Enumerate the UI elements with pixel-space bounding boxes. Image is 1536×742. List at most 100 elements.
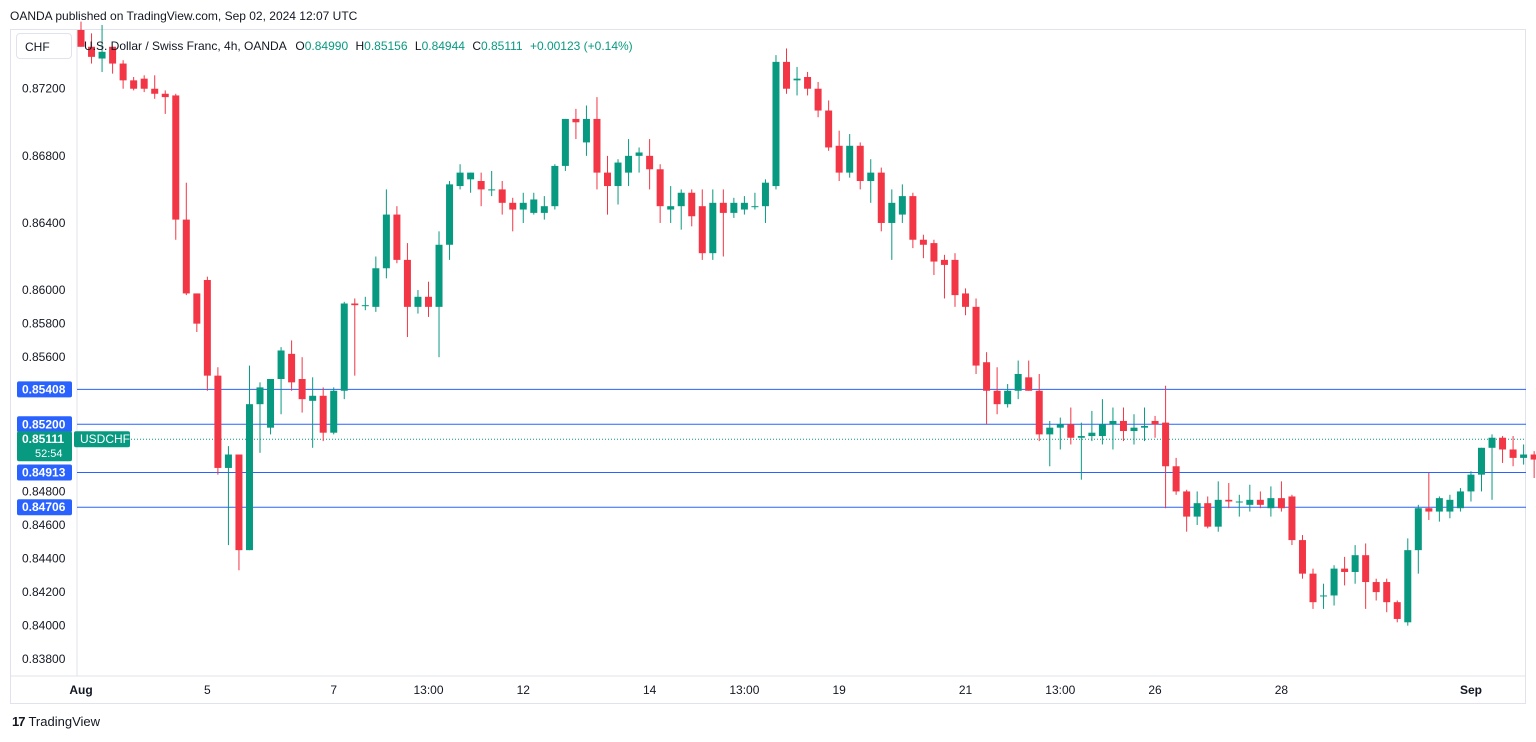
candle-body (498, 189, 506, 203)
candle-body (1141, 425, 1149, 428)
candle-body (751, 206, 759, 208)
candle-body (446, 184, 454, 245)
candle-body (172, 95, 180, 220)
hline-price-label-bg (17, 464, 72, 481)
candle-body (1341, 568, 1349, 572)
candle-body (1330, 568, 1338, 596)
y-tick-label: 0.84200 (22, 585, 66, 599)
publisher-caption: OANDA published on TradingView.com, Sep … (10, 9, 358, 23)
candle-body (1362, 555, 1370, 583)
candle-body (1446, 499, 1454, 512)
candle-body (698, 206, 706, 254)
candle-body (1214, 499, 1222, 527)
candle-body (298, 379, 306, 400)
tradingview-logo-icon: 17 (12, 714, 26, 729)
x-tick-label: 21 (959, 683, 973, 697)
y-tick-label: 0.87200 (22, 82, 66, 96)
y-tick-label: 0.84000 (22, 619, 66, 633)
candle-body (477, 181, 485, 190)
x-tick-label: 28 (1275, 683, 1289, 697)
candle-body (930, 243, 938, 262)
candle-body (551, 165, 559, 207)
candle-body (783, 61, 791, 89)
candle-body (372, 268, 380, 307)
candle-body (709, 202, 717, 254)
candle-body (1277, 498, 1285, 509)
candle-body (1151, 420, 1159, 425)
candle-body (351, 303, 359, 306)
candle-body (340, 303, 348, 391)
candle-body (140, 78, 148, 89)
tradingview-brand: TradingView (28, 714, 101, 729)
candle-body (1425, 508, 1433, 512)
candle-body (983, 362, 991, 391)
candle-body (1235, 501, 1243, 503)
candle-body (625, 155, 633, 173)
candle-body (962, 293, 970, 307)
y-tick-label: 0.84600 (22, 518, 66, 532)
candle-body (1130, 427, 1138, 432)
y-tick-label: 0.83800 (22, 652, 66, 666)
candle-body (403, 259, 411, 307)
legend-title: U.S. Dollar / Swiss Franc, 4h, OANDA (84, 39, 287, 53)
candle-body (572, 118, 580, 123)
candle-body (856, 145, 864, 182)
candle-body (677, 192, 685, 207)
candle-body (1520, 454, 1528, 458)
candle-body (761, 182, 769, 207)
candle-body (898, 196, 906, 215)
candle-body (98, 51, 106, 59)
candle-body (1435, 498, 1443, 512)
x-tick-label: Sep (1460, 683, 1482, 697)
candle-body (1351, 555, 1359, 572)
candle-body (319, 395, 327, 433)
candle-body (1456, 491, 1464, 509)
candle-body (1320, 595, 1328, 597)
tradingview-footer[interactable]: 17 TradingView (12, 714, 100, 729)
candle-body (1014, 373, 1022, 391)
candle-body (919, 239, 927, 245)
candle-body (561, 118, 569, 166)
x-tick-label: 7 (330, 683, 337, 697)
candle-body (1225, 499, 1233, 502)
legend-close-label: C (472, 39, 481, 53)
candle-body (193, 293, 201, 324)
candle-body (1204, 503, 1212, 527)
candle-body (224, 454, 232, 468)
candle-body (119, 63, 127, 81)
candle-body (772, 61, 780, 187)
last-price-label: 0.85111 (22, 432, 64, 446)
candle-body (540, 206, 548, 213)
candle-body (488, 189, 496, 191)
candle-body (361, 305, 369, 307)
x-tick-label: 5 (204, 683, 211, 697)
chart-frame (10, 29, 1526, 704)
candle-body (835, 145, 843, 173)
hline-price-label-bg (17, 416, 72, 433)
candle-body (330, 390, 338, 433)
candle-body (614, 162, 622, 187)
candle-body (509, 202, 517, 210)
candle-body (267, 379, 275, 428)
candle-body (414, 296, 422, 307)
candle-body (309, 395, 317, 401)
candle-body (245, 404, 253, 551)
candle-body (1309, 573, 1317, 603)
candle-body (1109, 420, 1117, 425)
candle-body (667, 206, 675, 210)
y-tick-label: 0.86400 (22, 216, 66, 230)
candle-body (1246, 499, 1254, 505)
candle-body (530, 199, 538, 213)
symbol-tag-bg (74, 431, 130, 448)
x-tick-label: 12 (517, 683, 531, 697)
candle-body (1372, 582, 1380, 593)
candle-body (1172, 466, 1180, 492)
candle-body (88, 46, 96, 57)
candle-body (277, 350, 285, 380)
hline-price-label: 0.84706 (22, 500, 66, 514)
legend-change-value: +0.00123 (+0.14%) (529, 39, 633, 53)
candle-body (1119, 420, 1127, 432)
symbol-search-box[interactable]: CHF (16, 33, 72, 59)
candle-body (940, 259, 948, 265)
